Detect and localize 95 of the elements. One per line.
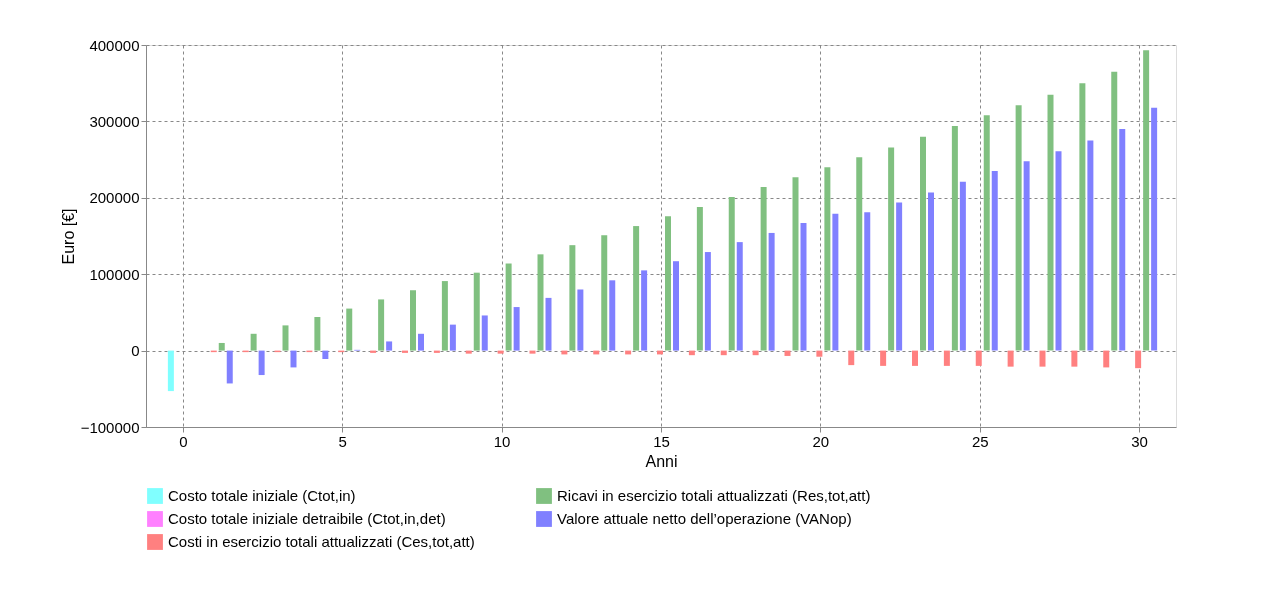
bar — [418, 333, 424, 351]
bar — [167, 350, 174, 392]
bar — [449, 324, 456, 351]
legend-label: Costo totale iniziale detraibile (Ctot,in,det) — [168, 510, 446, 527]
bar — [928, 192, 934, 351]
bar — [983, 115, 990, 351]
bar — [346, 308, 353, 351]
bar — [601, 235, 608, 351]
bar — [1087, 140, 1094, 351]
bar — [1151, 107, 1158, 351]
bar — [505, 263, 512, 351]
bar — [760, 187, 767, 351]
bar — [832, 213, 839, 351]
bar — [951, 125, 958, 351]
bar — [322, 350, 329, 359]
legend-label: Valore attuale netto dell’operazione (VANop) — [557, 510, 852, 527]
x-axis-title: Anni — [645, 452, 678, 470]
bar — [673, 261, 679, 351]
bar — [1119, 129, 1126, 351]
legend-label: Ricavi in esercizio totali attualizzati (Res,tot,att) — [557, 487, 871, 504]
bar — [1111, 71, 1118, 351]
bar — [529, 350, 536, 354]
y-tick-label: 400000 — [89, 36, 140, 54]
bar — [792, 177, 799, 351]
bar — [1039, 350, 1046, 367]
bar — [545, 297, 552, 351]
bar — [481, 315, 488, 351]
bar — [633, 226, 640, 351]
bar — [577, 289, 584, 351]
bar — [1135, 350, 1142, 369]
y-tick-label: 0 — [131, 342, 140, 360]
bar — [609, 280, 616, 351]
y-tick-label: 300000 — [89, 112, 140, 130]
bar — [943, 350, 950, 366]
bar — [1143, 50, 1150, 351]
bar — [864, 212, 871, 351]
bar — [1007, 350, 1014, 367]
bar — [856, 157, 863, 351]
bar — [537, 254, 544, 351]
bar — [314, 316, 321, 351]
bar — [800, 223, 807, 351]
bar — [1055, 151, 1062, 351]
bar — [1015, 105, 1022, 351]
bar — [1103, 350, 1110, 368]
legend-label: Costi in esercizio totali attualizzati (Ces,tot,att) — [168, 533, 475, 550]
bar — [1079, 83, 1086, 351]
bar — [728, 197, 735, 351]
bar — [473, 272, 480, 351]
bar — [226, 350, 233, 384]
bar — [1071, 350, 1078, 367]
bar — [641, 270, 648, 351]
bar — [569, 245, 576, 351]
bar — [991, 171, 998, 351]
y-tick-label: 100000 — [89, 265, 140, 283]
bar — [896, 202, 903, 351]
x-tick-label: 25 — [971, 432, 989, 450]
bar — [250, 333, 257, 351]
bar — [441, 281, 448, 351]
bar — [912, 350, 918, 366]
bar — [784, 350, 791, 356]
x-tick-label: 0 — [179, 432, 188, 450]
bar — [386, 341, 393, 351]
bar — [665, 216, 671, 351]
bar — [959, 181, 966, 351]
bar — [282, 325, 289, 351]
bar — [920, 136, 926, 351]
bar — [513, 307, 520, 351]
bar — [410, 290, 416, 351]
legend-label: Costo totale iniziale (Ctot,in) — [168, 487, 356, 504]
x-tick-label: 30 — [1131, 432, 1148, 450]
bar — [378, 299, 385, 351]
bar — [1023, 161, 1030, 351]
bar — [975, 350, 982, 366]
y-tick-label: −100000 — [80, 418, 140, 436]
bar — [218, 342, 225, 351]
bar — [848, 350, 855, 366]
bar — [824, 167, 831, 351]
x-tick-label: 15 — [653, 432, 670, 450]
bar — [816, 350, 823, 357]
bar — [888, 147, 895, 351]
y-tick-label: 200000 — [89, 189, 140, 207]
x-tick-label: 10 — [493, 432, 511, 450]
x-tick-label: 20 — [812, 432, 830, 450]
y-axis-title: Euro [€] — [59, 208, 77, 265]
bar — [497, 350, 504, 354]
bar — [704, 252, 711, 351]
bar — [1047, 94, 1054, 351]
bar — [290, 350, 297, 368]
bar — [736, 242, 743, 351]
bar — [258, 350, 265, 376]
bar — [880, 350, 887, 366]
x-tick-label: 5 — [338, 432, 347, 450]
bar — [465, 350, 472, 354]
bar — [768, 232, 775, 351]
bar — [696, 206, 703, 351]
